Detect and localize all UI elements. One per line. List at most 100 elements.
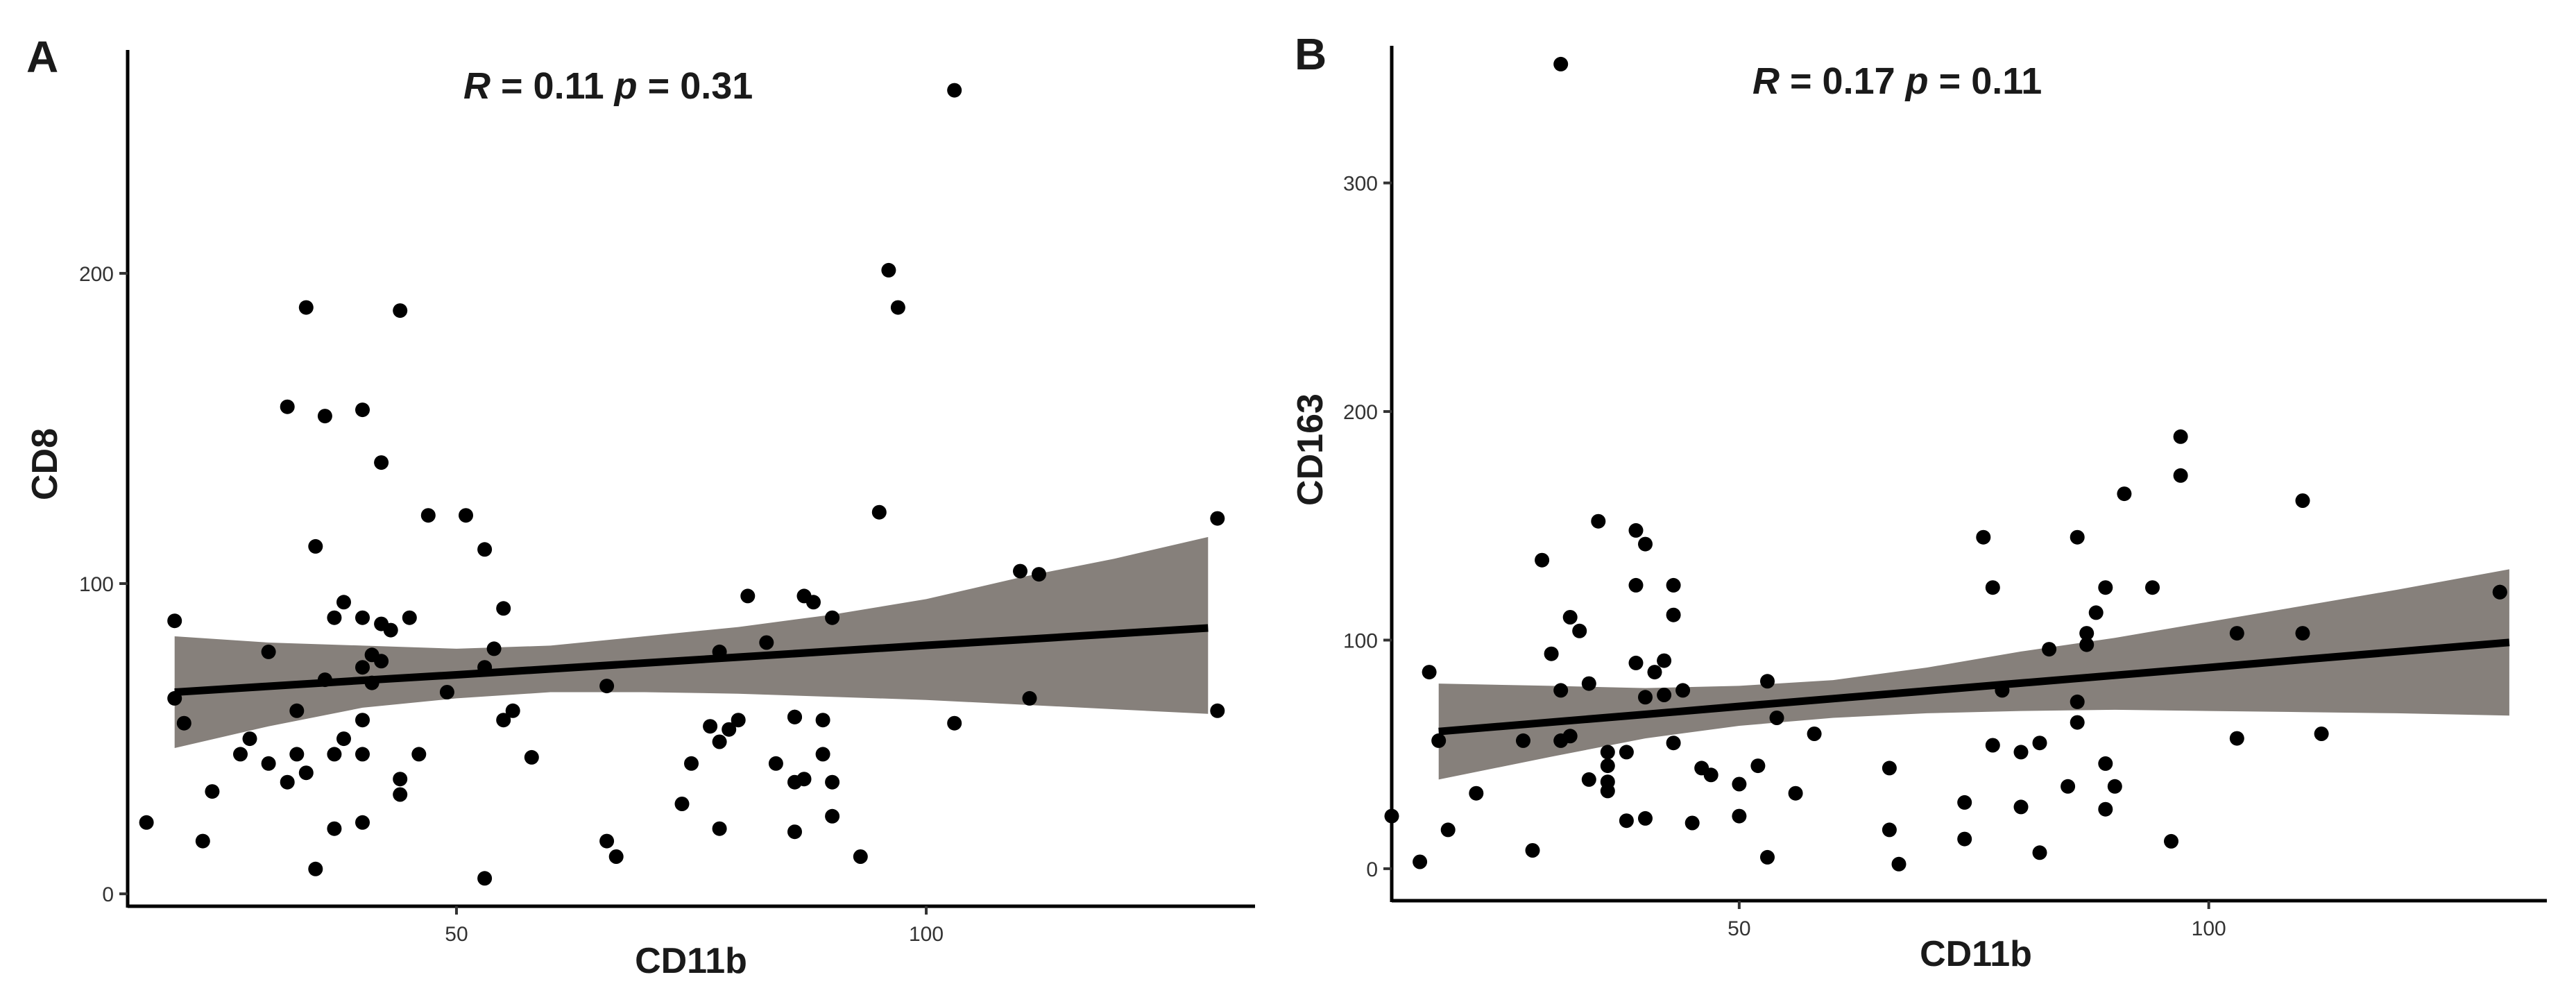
panel-a-data-point [280, 774, 295, 790]
panel-b-data-point [1675, 683, 1691, 698]
panel-a-p-symbol: p [613, 65, 638, 107]
panel-b-data-point [2229, 731, 2244, 746]
panel-b-ticks-layer: 50 100 0 100 200 300 [1343, 173, 2226, 940]
panel-b-data-point [1666, 607, 1681, 622]
panel-b-data-point [2098, 801, 2113, 817]
panel-b-data-point [1882, 822, 1897, 838]
panel-b-data-point [1628, 577, 1644, 593]
panel-a-data-point [402, 610, 417, 625]
panel-b-data-point [2107, 779, 2122, 794]
panel-a-data-point [233, 747, 248, 762]
panel-b-data-point [2042, 642, 2057, 657]
panel-b-data-point [1619, 813, 1634, 829]
panel-b-data-point [1431, 733, 1447, 748]
panel-a-p-value: = 0.31 [638, 65, 753, 107]
panel-a-data-point [477, 871, 493, 886]
panel-b-regression-line [1438, 638, 2510, 736]
panel-b-data-point [1591, 513, 1606, 529]
panel-b-data-point [2164, 833, 2178, 849]
panel-b-data-point [2295, 493, 2310, 508]
panel-b-data-point [1535, 552, 1550, 568]
panel-a-data-point [420, 508, 436, 523]
panel-a-data-point [139, 815, 154, 830]
panel-a-data-point [289, 703, 305, 718]
panel-a-data-point [674, 797, 690, 811]
panel-a-label: A [26, 32, 58, 82]
panel-a-data-point [289, 747, 305, 762]
panel-b-data-point [1703, 767, 1718, 783]
panel-a-data-point [947, 715, 962, 731]
panel-b-data-point [1666, 736, 1681, 751]
panel-a-data-point [731, 713, 746, 728]
panel-b-data-point [2098, 580, 2113, 595]
panel-b-data-point [1732, 808, 1747, 824]
panel-b-data-point [1882, 761, 1897, 776]
panel-a-data-point [374, 455, 389, 470]
panel-a-data-point [261, 756, 276, 771]
panel-b-x-axis-title: CD11b [1920, 934, 2032, 974]
panel-b-data-point [2032, 736, 2047, 751]
panel-b-data-point [2173, 429, 2188, 444]
panel-a-data-point [327, 610, 342, 625]
panel-b-correlation-annotation: R = 0.17 p = 0.11 [1752, 60, 2042, 102]
panel-a-data-point [881, 262, 896, 278]
panel-b-data-point [2070, 715, 2085, 730]
panel-a-data-point [853, 849, 868, 864]
panel-b-y-tick-label: 300 [1343, 173, 1378, 196]
panel-b-data-point [1628, 655, 1644, 670]
panel-a-data-point [327, 747, 342, 762]
panel-a-data-point [524, 749, 539, 765]
panel-a-data-point [364, 675, 379, 690]
panel-a-data-point [383, 622, 398, 638]
panel-b-y-tick-label: 100 [1343, 629, 1378, 652]
panel-a-r-symbol: R [463, 65, 491, 107]
panel-b-data-point [1619, 745, 1634, 760]
panel-a-data-point [825, 610, 840, 625]
panel-a-data-point [327, 821, 342, 836]
panel-a-y-axis-title: CD8 [25, 428, 65, 500]
panel-a-y-tick-label: 200 [79, 263, 114, 286]
panel-a-data-point [355, 610, 370, 625]
panel-a-data-point [684, 756, 699, 771]
panel-b-data-point [1600, 745, 1615, 760]
panel-a-data-point [355, 815, 370, 830]
panel-a-data-point [261, 644, 276, 659]
panel-a: A R = 0.11 p = 0.31 50 100 0 100 200 CD11b C… [25, 32, 1255, 981]
panel-a-data-point [167, 690, 182, 706]
panel-b-data-point [2061, 779, 2076, 794]
panel-b-points-layer [1384, 56, 2507, 872]
panel-b-data-point [2070, 529, 2085, 545]
panel-b-data-point [1562, 610, 1578, 625]
panel-b-data-point [2032, 845, 2047, 860]
panel-b-data-point [2173, 468, 2188, 483]
panel-b-data-point [1638, 536, 1653, 552]
panel-a-points-layer [139, 83, 1225, 886]
panel-b: B R = 0.17 p = 0.11 50 100 0 100 200 300 CD11… [1290, 29, 2547, 974]
panel-a-data-point [787, 824, 802, 840]
panel-a-ticks-layer: 50 100 0 100 200 [79, 263, 944, 946]
panel-a-data-point [825, 808, 840, 824]
panel-b-data-point [1657, 688, 1672, 702]
panel-b-data-point [1760, 674, 1775, 689]
panel-a-data-point [768, 756, 783, 771]
panel-b-data-point [1581, 676, 1596, 691]
panel-b-p-symbol: p [1904, 60, 1929, 102]
panel-b-data-point [1553, 56, 1569, 71]
panel-b-data-point [2117, 486, 2132, 502]
panel-b-y-tick-label: 0 [1366, 858, 1378, 881]
panel-a-data-point [336, 595, 351, 610]
panel-b-data-point [1638, 690, 1653, 705]
panel-b-data-point [1553, 683, 1569, 698]
panel-a-data-point [355, 713, 370, 728]
panel-a-data-point [298, 300, 314, 315]
panel-b-y-tick-label: 200 [1343, 401, 1378, 424]
panel-a-data-point [486, 641, 502, 656]
panel-a-data-point [355, 747, 370, 762]
panel-a-x-tick-label: 50 [445, 923, 468, 946]
panel-a-data-point [496, 713, 511, 728]
panel-b-data-point [2079, 637, 2095, 652]
panel-a-data-point [599, 679, 615, 694]
panel-b-data-point [1985, 580, 2000, 595]
panel-a-data-point [1210, 511, 1225, 526]
